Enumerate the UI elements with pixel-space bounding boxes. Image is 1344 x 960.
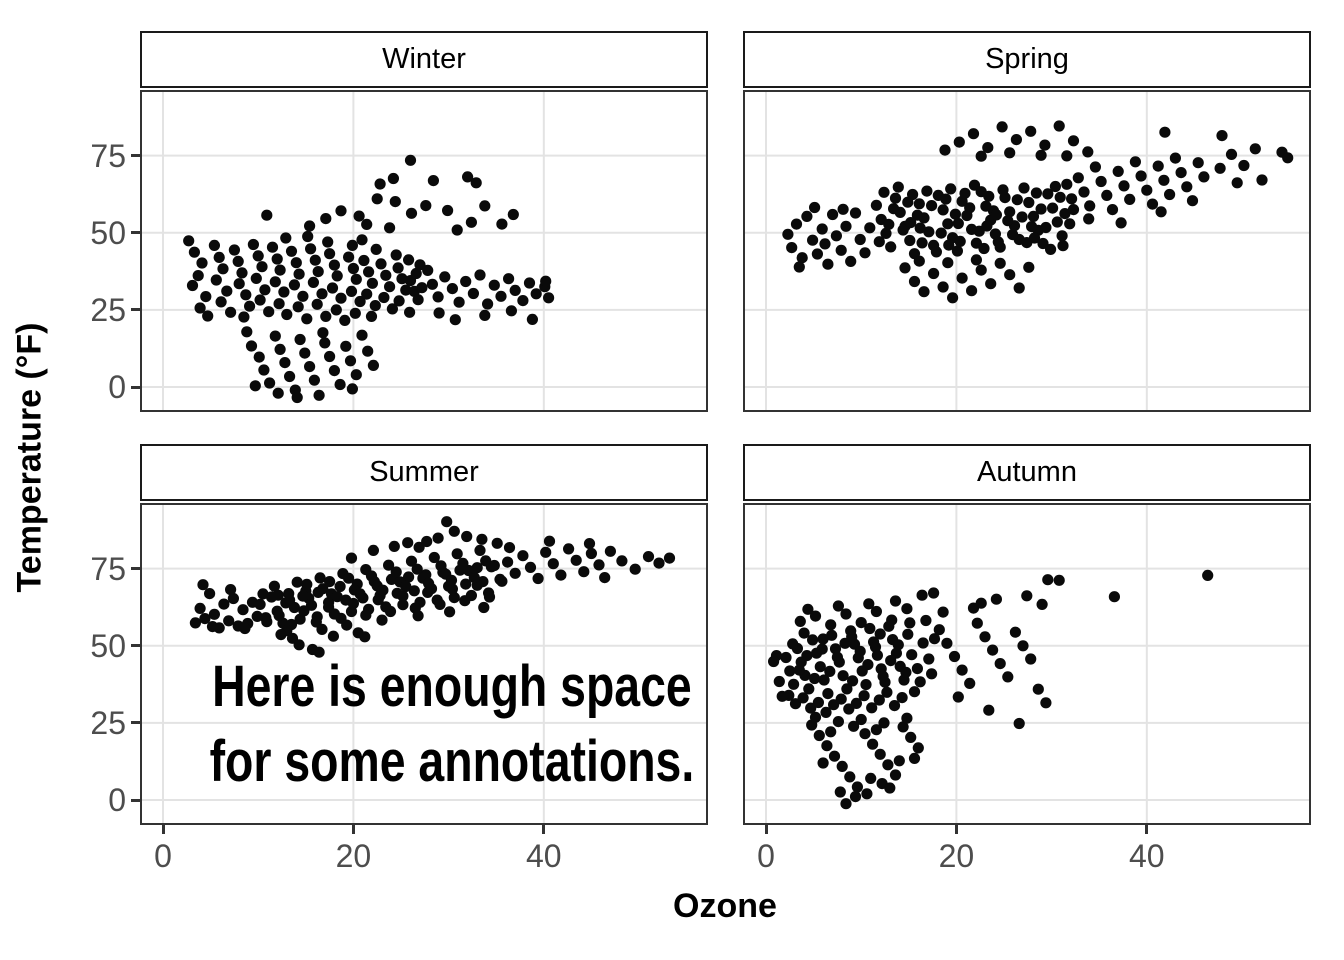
x-tick-label: 40: [526, 838, 562, 874]
annotation-line-2: for some annotations.: [209, 729, 695, 794]
facet-strip-label: Summer: [369, 456, 479, 488]
x-tick-mark: [161, 825, 165, 834]
x-tick-mark: [764, 825, 768, 834]
x-tick-mark: [351, 825, 355, 834]
x-tick-label: 0: [757, 838, 775, 874]
y-tick-mark: [131, 721, 140, 725]
y-tick-label: 0: [108, 782, 126, 818]
y-tick-label: 25: [90, 704, 126, 741]
facet-strip-label: Winter: [382, 43, 466, 75]
y-tick-label: 0: [108, 369, 126, 405]
y-axis-title: Temperature (°F): [10, 322, 49, 592]
x-tick-mark: [542, 825, 546, 834]
y-tick-label: 50: [90, 627, 126, 664]
facet-strip-spring: Spring: [743, 31, 1311, 88]
annotation: Here is enough space for some annotation…: [210, 649, 695, 799]
scatter-layer-spring: [745, 92, 1309, 410]
y-tick-mark: [131, 567, 140, 571]
x-tick-label: 20: [938, 838, 975, 874]
x-tick-label: 40: [1129, 838, 1165, 874]
y-tick-mark: [131, 231, 140, 235]
annotation-line-1: Here is enough space: [212, 654, 692, 719]
facet-strip-label: Autumn: [977, 456, 1077, 488]
x-axis-title: Ozone: [673, 886, 777, 925]
panel-spring: [743, 90, 1311, 412]
panel-winter: [140, 90, 708, 412]
y-tick-label: 25: [90, 291, 126, 328]
facet-strip-label: Spring: [985, 43, 1069, 75]
y-tick-mark: [131, 798, 140, 802]
y-tick-mark: [131, 154, 140, 158]
x-tick-mark: [954, 825, 958, 834]
x-tick-mark: [1145, 825, 1149, 834]
scatter-layer-summer: [142, 505, 706, 823]
facet-strip-winter: Winter: [140, 31, 708, 88]
y-tick-mark: [131, 644, 140, 648]
scatter-layer-winter: [142, 92, 706, 410]
y-tick-label: 75: [90, 550, 126, 587]
y-tick-label: 50: [90, 214, 126, 251]
scatter-layer-autumn: [745, 505, 1309, 823]
y-tick-mark: [131, 385, 140, 389]
facet-strip-autumn: Autumn: [743, 444, 1311, 501]
panel-summer: Here is enough space for some annotation…: [140, 503, 708, 825]
y-tick-label: 75: [90, 137, 126, 174]
y-tick-mark: [131, 308, 140, 312]
panel-autumn: [743, 503, 1311, 825]
x-tick-label: 20: [335, 838, 372, 874]
facet-strip-summer: Summer: [140, 444, 708, 501]
x-tick-label: 0: [154, 838, 172, 874]
